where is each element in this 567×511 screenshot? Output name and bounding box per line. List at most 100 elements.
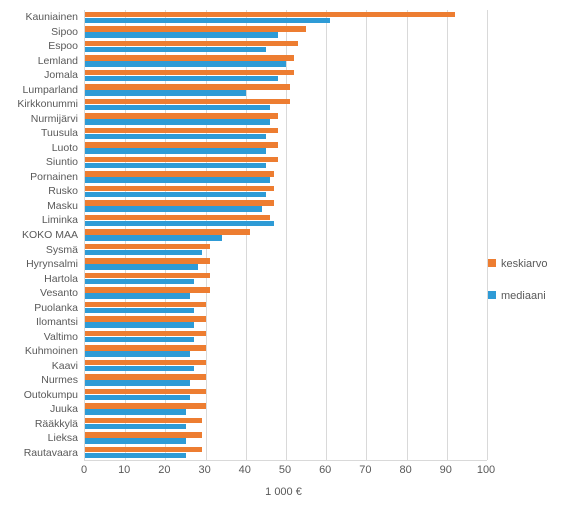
legend-label-mediaani: mediaani — [501, 290, 546, 302]
bar-keskiarvo — [85, 186, 274, 192]
bar-keskiarvo — [85, 287, 210, 293]
bar-mediaani — [85, 380, 190, 386]
bar-mediaani — [85, 76, 278, 82]
x-axis-label: 1 000 € — [0, 486, 567, 498]
y-axis-category-label: Pornainen — [0, 172, 78, 183]
y-axis-category-label: Juuka — [0, 404, 78, 415]
y-axis-category-label: Vesanto — [0, 288, 78, 299]
y-axis-category-label: Rautavaara — [0, 448, 78, 459]
bar-keskiarvo — [85, 26, 306, 32]
gridline — [286, 10, 287, 460]
bar-mediaani — [85, 293, 190, 299]
y-axis-category-label: Ilomantsi — [0, 317, 78, 328]
x-tick-label: 10 — [118, 464, 130, 476]
x-tick-label: 80 — [399, 464, 411, 476]
bar-mediaani — [85, 308, 194, 314]
legend-label-keskiarvo: keskiarvo — [501, 258, 547, 270]
y-axis-category-label: Puolanka — [0, 303, 78, 314]
bar-keskiarvo — [85, 70, 294, 76]
y-axis-category-label: Kauniainen — [0, 12, 78, 23]
x-tick-label: 30 — [198, 464, 210, 476]
bar-keskiarvo — [85, 142, 278, 148]
plot-area — [84, 10, 487, 461]
y-axis-category-label: Kaavi — [0, 361, 78, 372]
bar-mediaani — [85, 47, 266, 53]
y-axis-category-label: KOKO MAA — [0, 230, 78, 241]
bar-mediaani — [85, 163, 266, 169]
bar-keskiarvo — [85, 432, 202, 438]
y-axis-category-label: Luoto — [0, 143, 78, 154]
y-axis-category-label: Valtimo — [0, 332, 78, 343]
y-axis-category-label: Rääkkylä — [0, 419, 78, 430]
legend-swatch-mediaani — [488, 291, 496, 299]
gridline — [407, 10, 408, 460]
y-axis-category-label: Lieksa — [0, 433, 78, 444]
bar-keskiarvo — [85, 244, 210, 250]
bar-mediaani — [85, 322, 194, 328]
y-axis-category-label: Hyrynsalmi — [0, 259, 78, 270]
bar-mediaani — [85, 177, 270, 183]
y-axis-category-label: Nurmijärvi — [0, 114, 78, 125]
bar-mediaani — [85, 366, 194, 372]
y-axis-category-label: Liminka — [0, 215, 78, 226]
y-axis-category-label: Kirkkonummi — [0, 99, 78, 110]
x-tick-label: 0 — [81, 464, 87, 476]
y-axis-category-label: Rusko — [0, 186, 78, 197]
bar-mediaani — [85, 235, 222, 241]
bar-mediaani — [85, 18, 330, 24]
y-axis-category-label: Jomala — [0, 70, 78, 81]
y-axis-category-label: Espoo — [0, 41, 78, 52]
bar-mediaani — [85, 192, 266, 198]
bar-keskiarvo — [85, 171, 274, 177]
bar-keskiarvo — [85, 229, 250, 235]
bar-mediaani — [85, 264, 198, 270]
x-tick-label: 60 — [319, 464, 331, 476]
y-axis-category-label: Hartola — [0, 274, 78, 285]
bar-keskiarvo — [85, 113, 278, 119]
bar-mediaani — [85, 438, 186, 444]
y-axis-category-label: Sipoo — [0, 27, 78, 38]
bar-keskiarvo — [85, 128, 278, 134]
bar-keskiarvo — [85, 84, 290, 90]
bar-mediaani — [85, 395, 190, 401]
bar-keskiarvo — [85, 99, 290, 105]
legend-swatch-keskiarvo — [488, 259, 496, 267]
bar-keskiarvo — [85, 273, 210, 279]
bar-mediaani — [85, 148, 266, 154]
bar-mediaani — [85, 351, 190, 357]
y-axis-category-label: Nurmes — [0, 375, 78, 386]
gridline — [447, 10, 448, 460]
bar-keskiarvo — [85, 41, 298, 47]
gridline — [366, 10, 367, 460]
bar-keskiarvo — [85, 302, 206, 308]
legend-keskiarvo: keskiarvo — [488, 258, 547, 270]
bar-mediaani — [85, 32, 278, 38]
bar-mediaani — [85, 105, 270, 111]
y-axis-category-label: Lemland — [0, 56, 78, 67]
bar-keskiarvo — [85, 403, 206, 409]
x-tick-label: 40 — [239, 464, 251, 476]
y-axis-category-label: Outokumpu — [0, 390, 78, 401]
bar-keskiarvo — [85, 316, 206, 322]
y-axis-category-label: Kuhmoinen — [0, 346, 78, 357]
bar-keskiarvo — [85, 258, 210, 264]
y-axis-category-label: Masku — [0, 201, 78, 212]
bar-mediaani — [85, 90, 246, 96]
bar-mediaani — [85, 250, 202, 256]
bar-keskiarvo — [85, 331, 206, 337]
y-axis-category-label: Tuusula — [0, 128, 78, 139]
y-axis-category-label: Sysmä — [0, 245, 78, 256]
bar-keskiarvo — [85, 55, 294, 61]
bar-mediaani — [85, 337, 194, 343]
bar-mediaani — [85, 61, 286, 67]
x-tick-label: 100 — [477, 464, 495, 476]
bar-keskiarvo — [85, 389, 206, 395]
x-tick-label: 90 — [440, 464, 452, 476]
bar-keskiarvo — [85, 447, 202, 453]
legend-mediaani: mediaani — [488, 290, 546, 302]
bar-mediaani — [85, 119, 270, 125]
bar-keskiarvo — [85, 200, 274, 206]
gridline — [326, 10, 327, 460]
gridline — [487, 10, 488, 460]
bar-mediaani — [85, 221, 274, 227]
